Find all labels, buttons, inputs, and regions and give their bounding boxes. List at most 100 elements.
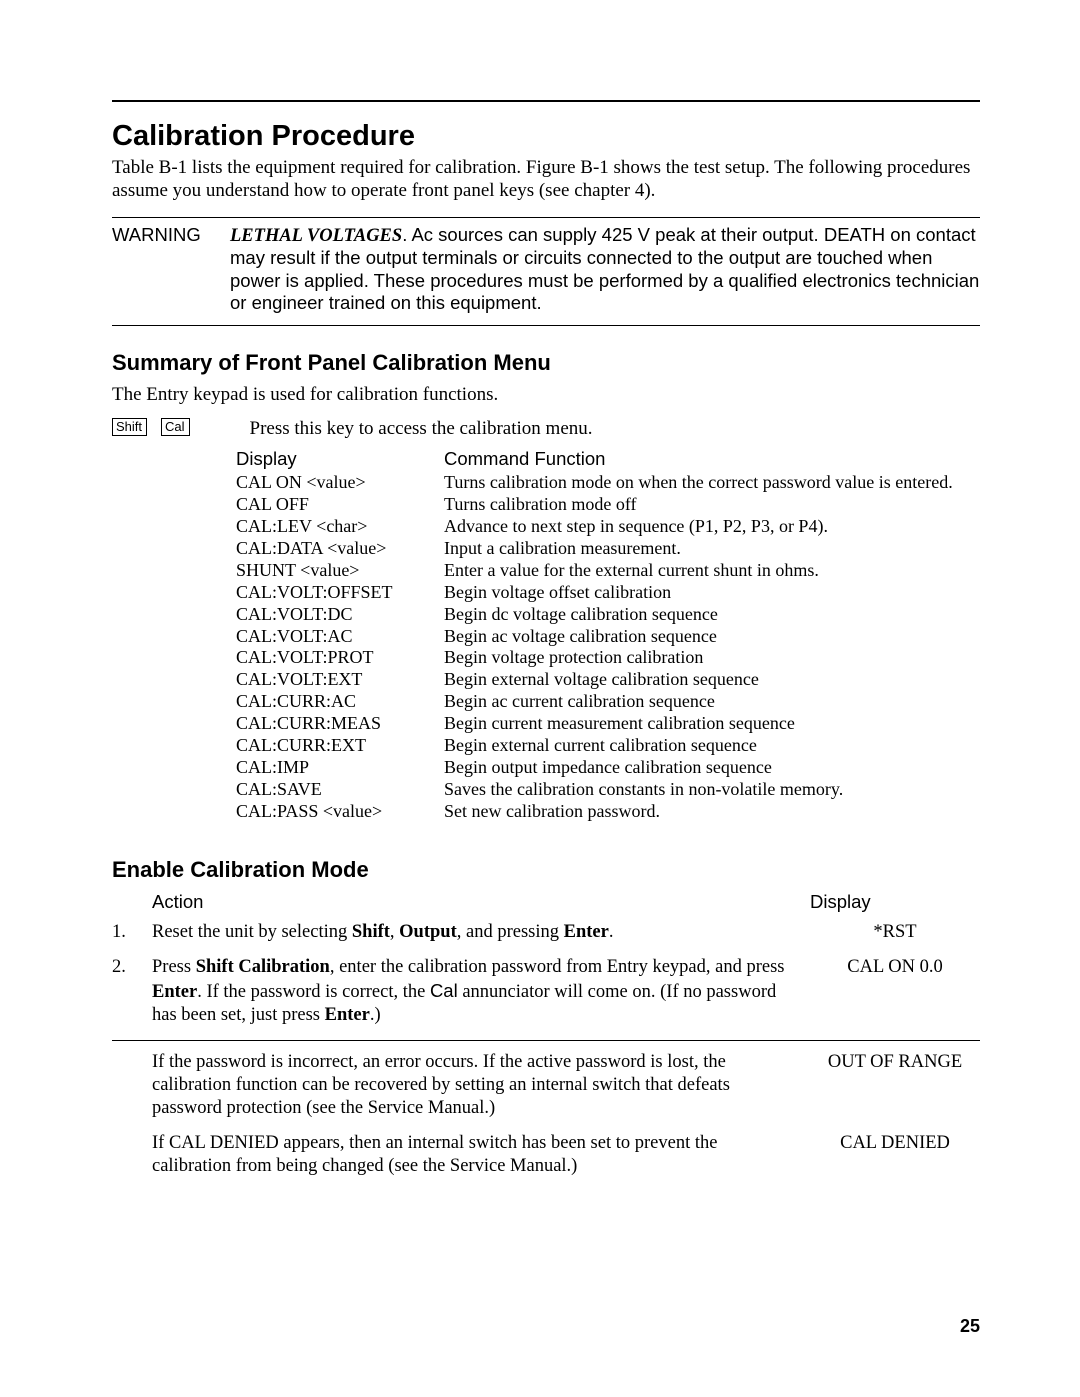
step-text-segment: Enter [564,922,609,942]
command-row: CAL:VOLT:PROTBegin voltage protection ca… [236,647,980,669]
step-text-segment: , [390,922,399,942]
step-action: If the password is incorrect, an error o… [152,1051,810,1120]
command-display: CAL ON <value> [236,472,444,494]
command-function: Input a calibration measurement. [444,538,980,560]
step-row: If the password is incorrect, an error o… [112,1051,980,1120]
command-row: CAL:CURR:EXTBegin external current calib… [236,735,980,757]
command-table-header: Display Command Function [236,448,980,470]
step-display: CAL ON 0.0 [810,956,980,1027]
command-display: CAL:VOLT:DC [236,604,444,626]
step-header-action: Action [152,891,810,913]
summary-lead: The Entry keypad is used for calibration… [112,384,980,406]
step-text-segment: Enter [325,1005,370,1025]
command-row: CAL:VOLT:EXTBegin external voltage calib… [236,669,980,691]
command-display: CAL:VOLT:AC [236,626,444,648]
step-text-segment: If the password is incorrect, an error o… [152,1052,730,1118]
key-cal: Cal [161,418,190,436]
step-text-segment: . [609,922,614,942]
command-display: CAL:CURR:AC [236,691,444,713]
command-display: CAL:VOLT:OFFSET [236,582,444,604]
page: Calibration Procedure Table B-1 lists th… [0,0,1080,1397]
command-function: Begin external current calibration seque… [444,735,980,757]
command-function: Begin dc voltage calibration sequence [444,604,980,626]
command-row: CAL:VOLT:ACBegin ac voltage calibration … [236,626,980,648]
page-number: 25 [960,1316,980,1337]
warning-lethal: LETHAL VOLTAGES [230,226,402,246]
step-table: Action Display 1.Reset the unit by selec… [112,891,980,1178]
warning-block: WARNING LETHAL VOLTAGES. Ac sources can … [112,224,980,315]
command-function: Begin output impedance calibration seque… [444,757,980,779]
command-display: CAL:SAVE [236,779,444,801]
step-row: 2.Press Shift Calibration, enter the cal… [112,956,980,1027]
command-row: CAL:CURR:MEASBegin current measurement c… [236,713,980,735]
command-row: CAL:VOLT:OFFSETBegin voltage offset cali… [236,582,980,604]
step-row: If CAL DENIED appears, then an internal … [112,1132,980,1178]
enable-heading: Enable Calibration Mode [112,857,980,883]
step-header: Action Display [112,891,980,913]
command-function: Turns calibration mode off [444,494,980,516]
step-display: CAL DENIED [810,1132,980,1178]
command-display: CAL:PASS <value> [236,801,444,823]
step-number: 2. [112,956,152,1027]
step-text-segment: .) [370,1005,381,1025]
step-text-segment: Enter [152,982,197,1002]
command-row: CAL:SAVESaves the calibration constants … [236,779,980,801]
step-header-num [112,891,152,913]
step-row: 1.Reset the unit by selecting Shift, Out… [112,921,980,944]
step-action: Reset the unit by selecting Shift, Outpu… [152,921,810,944]
step-text-segment: Output [399,922,457,942]
key-description: Press this key to access the calibration… [250,418,593,440]
header-display: Display [236,448,444,470]
step-number: 1. [112,921,152,944]
command-row: CAL:PASS <value>Set new calibration pass… [236,801,980,823]
command-display: CAL OFF [236,494,444,516]
command-row: CAL:DATA <value>Input a calibration meas… [236,538,980,560]
command-function: Begin external voltage calibration seque… [444,669,980,691]
step-rows: 1.Reset the unit by selecting Shift, Out… [112,921,980,1178]
command-row: CAL:LEV <char>Advance to next step in se… [236,516,980,538]
command-function: Begin ac voltage calibration sequence [444,626,980,648]
header-function: Command Function [444,448,605,470]
step-text-segment: , and pressing [457,922,564,942]
command-row: CAL:VOLT:DCBegin dc voltage calibration … [236,604,980,626]
step-action: Press Shift Calibration, enter the calib… [152,956,810,1027]
step-action: If CAL DENIED appears, then an internal … [152,1132,810,1178]
command-rows: CAL ON <value>Turns calibration mode on … [236,472,980,823]
step-divider [112,1040,980,1041]
step-text-segment: Shift Calibration [196,957,330,977]
command-function: Saves the calibration constants in non-v… [444,779,980,801]
step-text-segment: If CAL DENIED appears, then an internal … [152,1133,717,1176]
command-function: Advance to next step in sequence (P1, P2… [444,516,980,538]
command-function: Enter a value for the external current s… [444,560,980,582]
command-function: Set new calibration password. [444,801,980,823]
step-text-segment: Cal [430,980,458,1001]
command-function: Begin voltage protection calibration [444,647,980,669]
command-display: CAL:IMP [236,757,444,779]
key-shift: Shift [112,418,147,436]
command-display: CAL:VOLT:EXT [236,669,444,691]
step-header-display: Display [810,891,980,913]
command-display: CAL:DATA <value> [236,538,444,560]
intro-paragraph: Table B-1 lists the equipment required f… [112,157,980,203]
summary-heading: Summary of Front Panel Calibration Menu [112,350,980,376]
step-text-segment: , enter the calibration password from En… [330,957,785,977]
command-row: SHUNT <value>Enter a value for the exter… [236,560,980,582]
command-table: Display Command Function CAL ON <value>T… [236,448,980,823]
step-text-segment: Reset the unit by selecting [152,922,352,942]
command-row: CAL:IMPBegin output impedance calibratio… [236,757,980,779]
command-row: CAL OFFTurns calibration mode off [236,494,980,516]
warning-text: LETHAL VOLTAGES. Ac sources can supply 4… [230,224,980,315]
command-display: CAL:CURR:EXT [236,735,444,757]
command-function: Begin voltage offset calibration [444,582,980,604]
warning-label: WARNING [112,224,230,315]
step-display: OUT OF RANGE [810,1051,980,1120]
command-display: CAL:VOLT:PROT [236,647,444,669]
step-number [112,1132,152,1178]
step-text-segment: Shift [352,922,390,942]
top-rule [112,100,980,102]
command-row: CAL:CURR:ACBegin ac current calibration … [236,691,980,713]
command-row: CAL ON <value>Turns calibration mode on … [236,472,980,494]
key-row: Shift Cal Press this key to access the c… [112,418,980,440]
step-text-segment: Press [152,957,196,977]
command-function: Begin current measurement calibration se… [444,713,980,735]
